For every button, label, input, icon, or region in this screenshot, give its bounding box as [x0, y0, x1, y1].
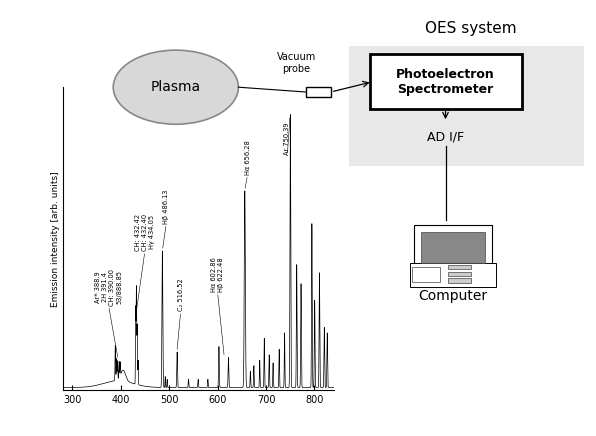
Bar [448, 272, 471, 276]
Ellipse shape [113, 50, 238, 124]
Text: Vacuum
probe: Vacuum probe [277, 52, 316, 74]
Bar [448, 265, 471, 269]
Text: Ar 750.39: Ar 750.39 [284, 123, 290, 156]
Text: Ar* 388.9
2H 391.4
CH: 390.00
53/888.85: Ar* 388.9 2H 391.4 CH: 390.00 53/888.85 [95, 269, 122, 306]
Text: Hα 656.28: Hα 656.28 [244, 140, 250, 174]
Text: Hα 602.86
Hβ 622.48: Hα 602.86 Hβ 622.48 [211, 257, 224, 292]
Text: OES system: OES system [425, 21, 517, 36]
Bar [414, 225, 492, 268]
Y-axis label: Emission intensity [arb. units]: Emission intensity [arb. units] [51, 171, 60, 307]
Text: C₂ 516.52: C₂ 516.52 [178, 278, 184, 311]
Bar [306, 87, 331, 97]
Bar [448, 278, 471, 283]
FancyBboxPatch shape [349, 46, 584, 166]
Bar [410, 263, 496, 287]
Text: AD I/F: AD I/F [427, 131, 464, 144]
FancyBboxPatch shape [370, 54, 522, 109]
Text: Photoelectron
Spectrometer: Photoelectron Spectrometer [396, 68, 495, 96]
Text: Plasma: Plasma [151, 80, 201, 94]
Bar [421, 232, 485, 263]
Text: Computer: Computer [418, 290, 488, 303]
Bar [411, 267, 440, 282]
Text: CH: 432.42
CH: 432.40
Hγ 434.05: CH: 432.42 CH: 432.40 Hγ 434.05 [135, 214, 155, 251]
Text: Hβ 486.13: Hβ 486.13 [163, 189, 169, 224]
